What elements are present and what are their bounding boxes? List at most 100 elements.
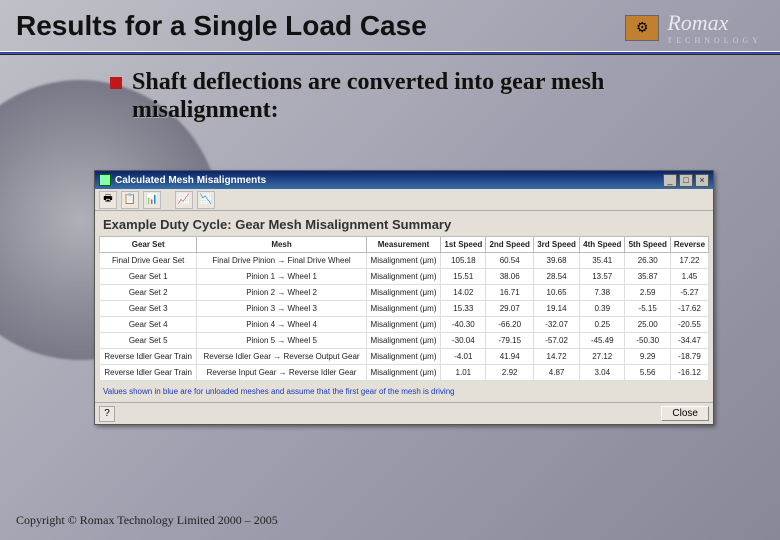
close-button[interactable]: × (695, 174, 709, 187)
table-row: Gear Set 4Pinion 4 → Wheel 4Misalignment… (100, 317, 709, 333)
table-cell: -5.15 (625, 301, 670, 317)
table-row: Gear Set 5Pinion 5 → Wheel 5Misalignment… (100, 333, 709, 349)
logo-name: Romax (667, 10, 728, 35)
table-cell: -4.01 (441, 349, 486, 365)
table-cell: 9.29 (625, 349, 670, 365)
summary-title: Example Duty Cycle: Gear Mesh Misalignme… (95, 211, 713, 236)
table-row: Gear Set 1Pinion 1 → Wheel 1Misalignment… (100, 269, 709, 285)
print-icon[interactable]: 🖶 (99, 191, 117, 209)
table-row: Gear Set 3Pinion 3 → Wheel 3Misalignment… (100, 301, 709, 317)
table-cell: 26.30 (625, 253, 670, 269)
table-cell: 10.65 (534, 285, 580, 301)
table-header-cell: 4th Speed (580, 237, 625, 253)
chart-icon[interactable]: 📊 (143, 191, 161, 209)
table-cell: 27.12 (580, 349, 625, 365)
help-icon[interactable]: ? (99, 406, 115, 422)
table-cell: Gear Set 5 (100, 333, 197, 349)
close-dialog-button[interactable]: Close (661, 406, 709, 421)
table-cell: 4.87 (534, 365, 580, 381)
table-cell: -32.07 (534, 317, 580, 333)
table-cell: Reverse Idler Gear → Reverse Output Gear (197, 349, 366, 365)
slide-title: Results for a Single Load Case (16, 10, 427, 42)
table-cell: Gear Set 4 (100, 317, 197, 333)
table-cell: -34.47 (670, 333, 708, 349)
table-cell: 1.01 (441, 365, 486, 381)
window-title-group: Calculated Mesh Misalignments (99, 174, 266, 186)
graph-up-icon[interactable]: 📈 (175, 191, 193, 209)
table-header-cell: Gear Set (100, 237, 197, 253)
slide-body: Shaft deflections are converted into gea… (0, 55, 780, 124)
logo-text: Romax TECHNOLOGY (667, 10, 762, 45)
table-cell: 7.38 (580, 285, 625, 301)
table-cell: Gear Set 1 (100, 269, 197, 285)
table-cell: Misalignment (μm) (366, 269, 441, 285)
table-cell: Misalignment (μm) (366, 365, 441, 381)
table-cell: 28.54 (534, 269, 580, 285)
table-cell: Misalignment (μm) (366, 301, 441, 317)
table-header-cell: Reverse (670, 237, 708, 253)
table-header-cell: 2nd Speed (486, 237, 534, 253)
bullet-row: Shaft deflections are converted into gea… (110, 69, 780, 124)
table-cell: 16.71 (486, 285, 534, 301)
minimize-button[interactable]: _ (663, 174, 677, 187)
app-window: Calculated Mesh Misalignments _ □ × 🖶 📋 … (94, 170, 714, 425)
logo-sub: TECHNOLOGY (667, 36, 762, 45)
table-cell: -45.49 (580, 333, 625, 349)
toolbar: 🖶 📋 📊 📈 📉 (95, 189, 713, 211)
bullet-icon (110, 77, 122, 89)
slide: Results for a Single Load Case ⚙ Romax T… (0, 0, 780, 540)
table-cell: -30.04 (441, 333, 486, 349)
table-cell: -20.55 (670, 317, 708, 333)
table-header-cell: Measurement (366, 237, 441, 253)
table-cell: Final Drive Pinion → Final Drive Wheel (197, 253, 366, 269)
table-cell: Pinion 4 → Wheel 4 (197, 317, 366, 333)
table-cell: Reverse Idler Gear Train (100, 365, 197, 381)
table-cell: 38.06 (486, 269, 534, 285)
table-cell: 39.68 (534, 253, 580, 269)
copyright-text: Copyright © Romax Technology Limited 200… (16, 513, 278, 528)
table-cell: 14.02 (441, 285, 486, 301)
table-cell: Final Drive Gear Set (100, 253, 197, 269)
table-header-cell: Mesh (197, 237, 366, 253)
status-bar: ? Close (95, 402, 713, 424)
table-cell: 13.57 (580, 269, 625, 285)
slide-header: Results for a Single Load Case ⚙ Romax T… (0, 0, 780, 45)
table-cell: 105.18 (441, 253, 486, 269)
table-cell: 60.54 (486, 253, 534, 269)
table-cell: 5.56 (625, 365, 670, 381)
table-cell: 29.07 (486, 301, 534, 317)
table-cell: Pinion 3 → Wheel 3 (197, 301, 366, 317)
window-title: Calculated Mesh Misalignments (115, 175, 266, 186)
logo-icon: ⚙ (625, 15, 659, 41)
graph-down-icon[interactable]: 📉 (197, 191, 215, 209)
table-cell: 14.72 (534, 349, 580, 365)
window-controls: _ □ × (663, 174, 709, 187)
table-cell: Reverse Idler Gear Train (100, 349, 197, 365)
table-cell: 15.51 (441, 269, 486, 285)
company-logo: ⚙ Romax TECHNOLOGY (625, 10, 762, 45)
table-cell: -16.12 (670, 365, 708, 381)
table-cell: Pinion 2 → Wheel 2 (197, 285, 366, 301)
maximize-button[interactable]: □ (679, 174, 693, 187)
table-cell: 25.00 (625, 317, 670, 333)
table-cell: -17.62 (670, 301, 708, 317)
table-cell: -79.15 (486, 333, 534, 349)
table-cell: -18.79 (670, 349, 708, 365)
window-titlebar[interactable]: Calculated Mesh Misalignments _ □ × (95, 171, 713, 189)
table-cell: Reverse Input Gear → Reverse Idler Gear (197, 365, 366, 381)
table-cell: -66.20 (486, 317, 534, 333)
table-cell: 35.41 (580, 253, 625, 269)
table-row: Reverse Idler Gear TrainReverse Idler Ge… (100, 349, 709, 365)
bullet-text: Shaft deflections are converted into gea… (132, 69, 652, 124)
table-cell: 3.04 (580, 365, 625, 381)
table-cell: 41.94 (486, 349, 534, 365)
window-icon (99, 174, 111, 186)
table-cell: Misalignment (μm) (366, 333, 441, 349)
table-cell: 0.25 (580, 317, 625, 333)
table-cell: 15.33 (441, 301, 486, 317)
table-cell: 0.39 (580, 301, 625, 317)
copy-icon[interactable]: 📋 (121, 191, 139, 209)
table-cell: Pinion 1 → Wheel 1 (197, 269, 366, 285)
table-header-cell: 5th Speed (625, 237, 670, 253)
table-header-cell: 1st Speed (441, 237, 486, 253)
